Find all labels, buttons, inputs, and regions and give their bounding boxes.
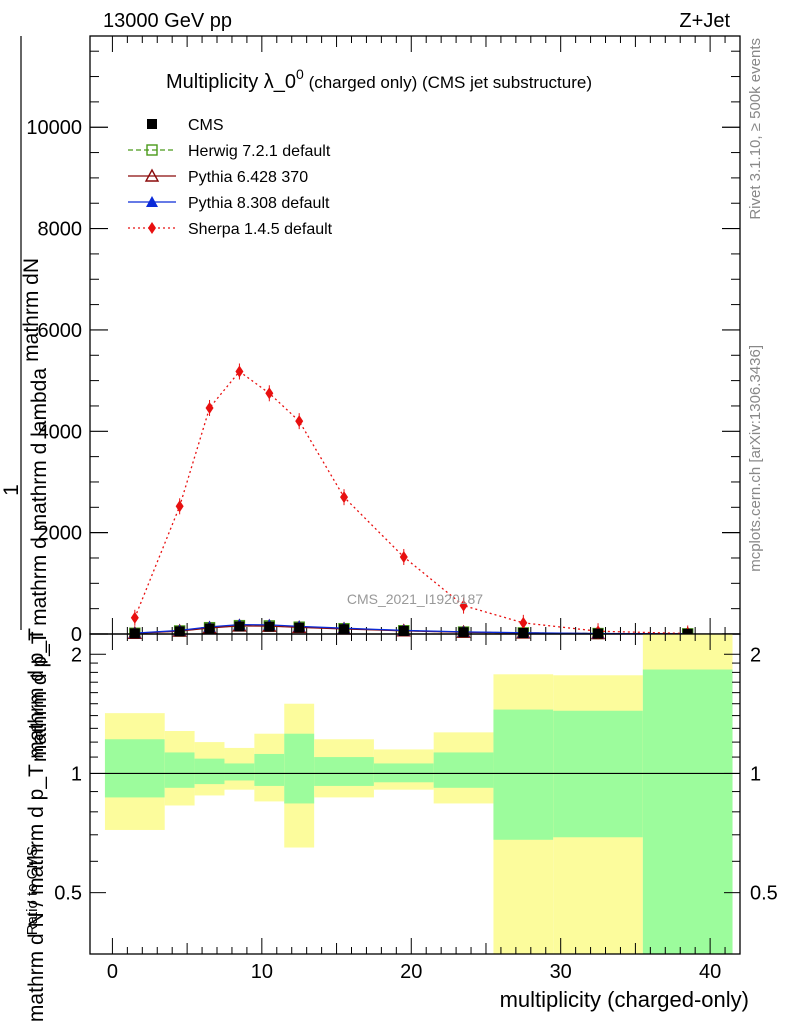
x-tick-label: 30 [550, 961, 572, 983]
ratio-ylabel: Ratio to CMS [24, 846, 41, 935]
ratio-stat-band [493, 709, 554, 840]
header-energy: 13000 GeV pp [103, 10, 232, 32]
data-point [294, 622, 305, 633]
data-point [204, 623, 215, 634]
plot-title-main: Multiplicity λ_0 [166, 71, 296, 93]
data-point [175, 500, 184, 513]
ylabel-one: 1 [0, 484, 23, 496]
ratio-stat-band [224, 763, 255, 781]
ylabel-mid: mathrm d p_T mathrm d mathrm d lambda [28, 368, 51, 762]
plot-title: Multiplicity λ_00 (charged only) (CMS je… [166, 66, 592, 93]
y-tick-label: 4000 [38, 421, 83, 443]
data-point [205, 401, 214, 414]
main-axes: 0 2000 4000 6000 8000 10000 [26, 36, 741, 646]
ratio-y-tick-label: 2 [71, 644, 82, 666]
legend: CMS Herwig 7.2.1 default Pythia 6.428 370 P… [128, 117, 333, 238]
legend-marker [146, 144, 158, 156]
ratio-stat-band [284, 733, 315, 804]
series-line [134, 370, 688, 635]
legend-label: Herwig 7.2.1 default [188, 143, 331, 160]
rivet-label: Rivet 3.1.10, ≥ 500k events [747, 38, 764, 220]
ylabel-bottom: mathrm d N / mathrm d p_T mathrm d p_T [25, 628, 48, 1022]
data-point [458, 627, 469, 638]
ratio-stat-band [433, 752, 494, 788]
data-point [130, 611, 139, 624]
data-point [459, 599, 468, 612]
legend-label: CMS [188, 117, 224, 134]
data-point [340, 491, 349, 504]
x-tick-label: 20 [400, 961, 422, 983]
ratio-y-tick-label-right: 0.5 [750, 883, 778, 905]
plot-title-suffix: (charged only) (CMS jet substructure) [304, 73, 592, 92]
legend-marker [147, 119, 157, 129]
ratio-panel-frame [89, 633, 741, 955]
legend-marker [144, 168, 160, 182]
legend-label: Pythia 6.428 370 [188, 169, 308, 186]
ratio-stat-band [314, 757, 374, 786]
header-process: Z+Jet [679, 10, 730, 32]
legend-marker [146, 196, 158, 207]
x-tick-label: 10 [251, 961, 273, 983]
y-tick-label: 8000 [38, 219, 83, 241]
data-point [234, 621, 245, 632]
legend-label: Pythia 8.308 default [188, 195, 330, 212]
y-tick-label: 0 [71, 624, 82, 646]
x-tick-label: 40 [699, 961, 721, 983]
ratio-y-tick-label-right: 1 [750, 763, 761, 785]
plot-title-sup: 0 [296, 66, 304, 82]
ratio-y-tick-label: 0.5 [54, 883, 82, 905]
x-tick-label: 0 [107, 961, 118, 983]
ratio-stat-band [254, 753, 285, 786]
ratio-stat-band [164, 752, 195, 788]
y-tick-label: 10000 [26, 117, 82, 139]
data-point [265, 387, 274, 400]
data-point [264, 621, 275, 632]
ratio-axes: 0 10 20 30 40 0.5 0.5 1 1 2 2 [54, 634, 778, 983]
mcplots-label: mcplots.cern.ch [arXiv:1306.3436] [747, 345, 764, 572]
data-point [339, 624, 350, 635]
data-point [399, 550, 408, 563]
ylabel-top: mathrm dN [20, 258, 43, 362]
analysis-watermark: CMS_2021_I1920187 [347, 591, 483, 607]
y-tick-label: 6000 [38, 320, 83, 342]
legend-label: Sherpa 1.4.5 default [188, 221, 333, 238]
ratio-y-tick-label: 1 [71, 763, 82, 785]
ratio-y-tick-label-right: 2 [750, 644, 761, 666]
data-point [295, 415, 304, 428]
data-point [174, 626, 185, 637]
x-axis-label: multiplicity (charged-only) [500, 987, 749, 1012]
ratio-stat-band [194, 758, 225, 785]
y-tick-label: 2000 [38, 523, 83, 545]
ratio-bands [90, 634, 740, 954]
data-point [398, 625, 409, 636]
ratio-stat-band [642, 669, 733, 954]
legend-marker [148, 222, 156, 234]
data-point [235, 365, 244, 378]
ratio-stat-band [104, 739, 165, 798]
data-point [519, 616, 528, 629]
data-point [518, 627, 529, 638]
